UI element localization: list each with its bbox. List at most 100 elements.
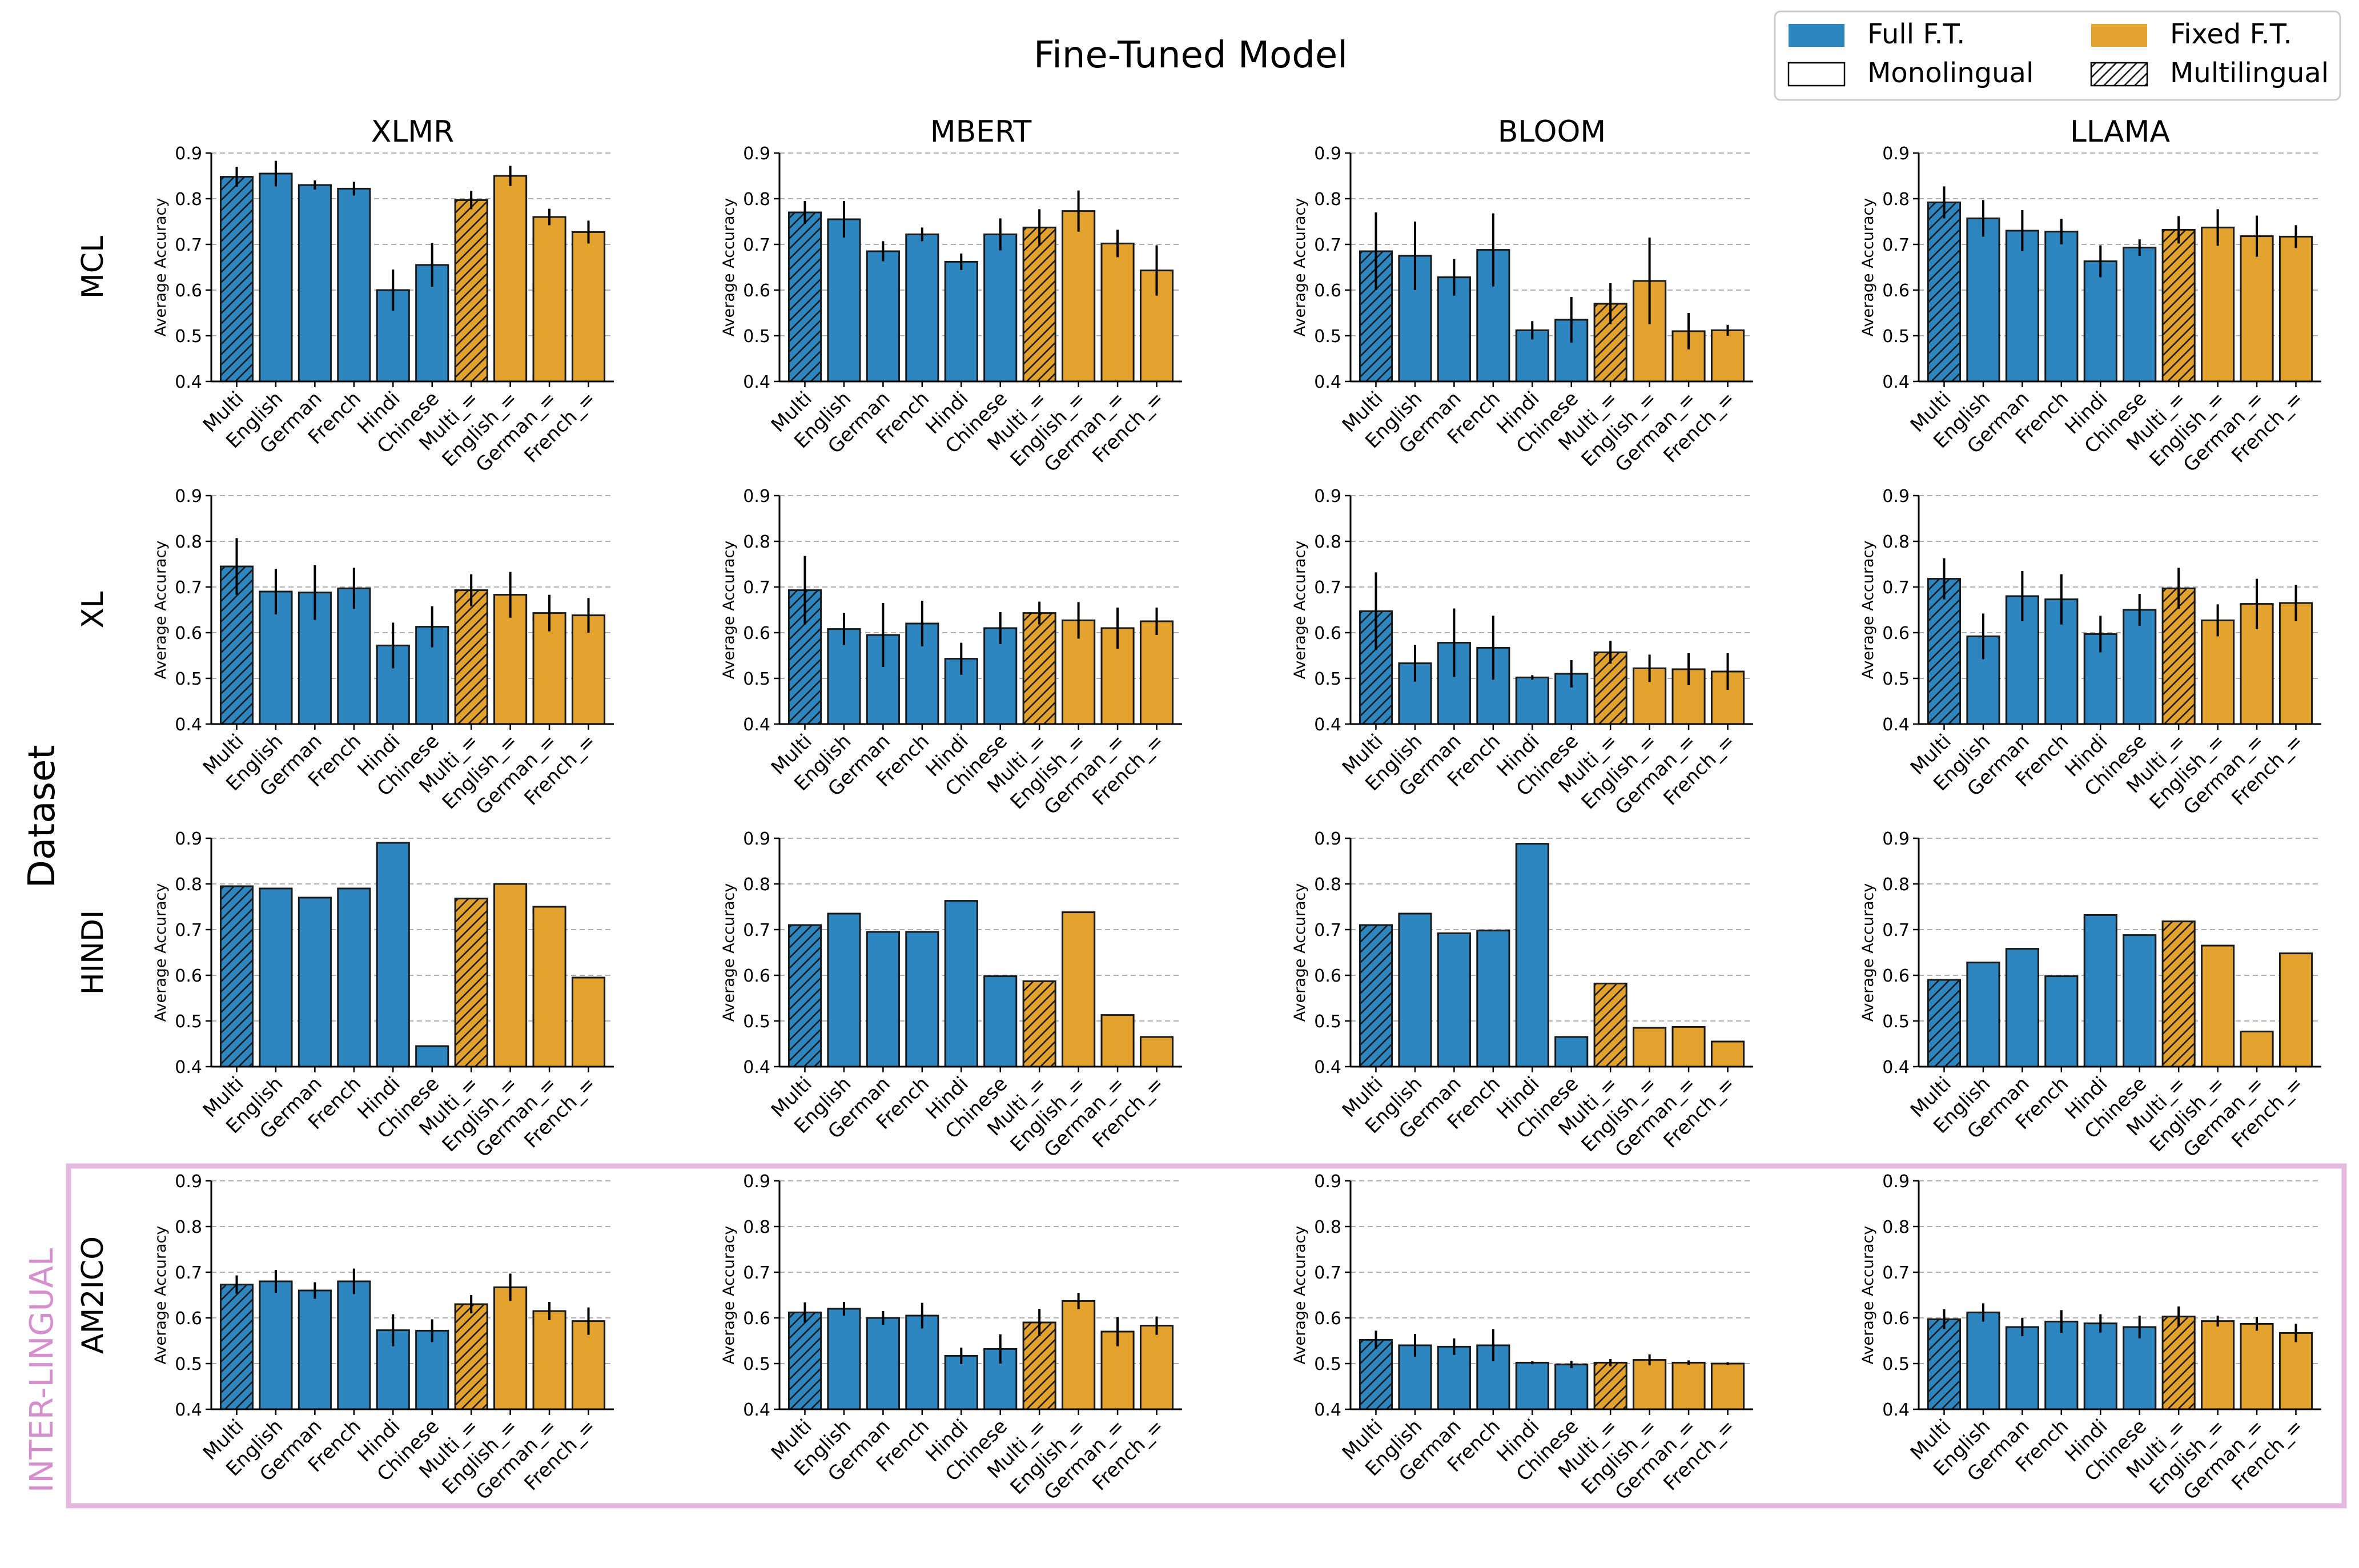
bar-german-fixed	[1100, 627, 1135, 725]
y-tick-label: 0.7	[175, 578, 202, 598]
bar-english	[259, 1280, 293, 1410]
y-tick-label: 0.8	[743, 1217, 770, 1237]
bar-hatch	[789, 1312, 821, 1409]
bar-english-fixed	[2201, 1320, 2235, 1410]
y-tick-label: 0.5	[1314, 669, 1341, 689]
bar-chinese	[2123, 934, 2157, 1068]
y-tick-label: 0.9	[175, 487, 202, 506]
y-tick-label: 0.6	[175, 281, 202, 301]
y-axis-label: Average Accuracy	[152, 883, 170, 1022]
bar-chinese	[983, 975, 1018, 1068]
y-axis-label: Average Accuracy	[1859, 1226, 1877, 1365]
bar-german	[2005, 948, 2039, 1068]
y-axis-label: Average Accuracy	[152, 541, 170, 680]
legend-label-multilingual: Multilingual	[2170, 57, 2329, 89]
y-axis-label: Average Accuracy	[1859, 541, 1877, 680]
y-tick-label: 0.8	[743, 532, 770, 552]
y-tick-label: 0.4	[175, 1058, 202, 1078]
legend-swatch-fixed	[2091, 24, 2147, 47]
y-tick-label: 0.5	[175, 327, 202, 347]
bar-french-fixed	[1710, 329, 1745, 383]
bar-english-fixed	[1062, 1300, 1096, 1410]
model-title-llama: LLAMA	[2070, 115, 2171, 149]
bar-english	[259, 887, 293, 1068]
y-tick-label: 0.9	[1882, 829, 1910, 849]
bar-chinese	[415, 1045, 449, 1068]
y-tick-label: 0.4	[743, 715, 770, 735]
y-axis-label: Average Accuracy	[1859, 883, 1877, 1022]
y-tick-label: 0.5	[1882, 1012, 1910, 1032]
bar-french	[905, 931, 939, 1068]
bar-hatch	[1594, 983, 1627, 1067]
y-tick-label: 0.7	[1314, 235, 1341, 255]
bar-english-fixed	[1633, 1359, 1667, 1410]
y-tick-label: 0.5	[1882, 669, 1910, 689]
bar-german-fixed	[1100, 1014, 1135, 1068]
y-tick-label: 0.5	[743, 669, 770, 689]
y-tick-label: 0.4	[1314, 1058, 1341, 1078]
bar-hatch	[2163, 1316, 2195, 1409]
model-title-xlmr: XLMR	[371, 115, 455, 149]
y-tick-label: 0.8	[743, 875, 770, 895]
y-tick-label: 0.7	[743, 1263, 770, 1283]
bar-hatch	[1023, 613, 1056, 724]
figure-title: Fine-Tuned Model	[1034, 34, 1348, 77]
bar-english-fixed	[1062, 911, 1096, 1068]
bar-french	[1476, 930, 1510, 1068]
y-axis-label: Average Accuracy	[720, 1226, 738, 1365]
bar-chinese	[2123, 609, 2157, 725]
legend-swatch-full	[1789, 24, 1844, 47]
bar-english	[1398, 912, 1432, 1068]
y-tick-label: 0.6	[1882, 281, 1910, 301]
y-tick-label: 0.5	[743, 1354, 770, 1374]
bar-german	[298, 896, 332, 1068]
bar-german	[866, 250, 900, 383]
bar-german-fixed	[1671, 668, 1706, 725]
y-tick-label: 0.4	[1314, 1400, 1341, 1420]
y-tick-label: 0.6	[743, 281, 770, 301]
bar-hatch	[789, 212, 821, 381]
y-tick-label: 0.5	[1882, 327, 1910, 347]
bar-french-fixed	[2278, 602, 2313, 725]
bar-hatch	[1928, 1319, 1960, 1409]
y-axis-label: Average Accuracy	[1291, 1226, 1309, 1365]
bar-chinese	[2123, 247, 2157, 383]
y-tick-label: 0.9	[743, 829, 770, 849]
dataset-label-mcl: MCL	[76, 236, 110, 299]
dataset-label-xl: XL	[76, 592, 110, 629]
bar-german-fixed	[1100, 242, 1135, 383]
bar-english-fixed	[1633, 1027, 1667, 1068]
bar-english-fixed	[493, 175, 528, 383]
bar-hindi	[2083, 1322, 2117, 1410]
bar-french-fixed	[1710, 1040, 1745, 1068]
y-tick-label: 0.4	[175, 1400, 202, 1420]
legend-label-monolingual: Monolingual	[1867, 57, 2034, 89]
y-axis-label: Average Accuracy	[1291, 198, 1309, 337]
bar-hindi	[944, 900, 978, 1068]
bar-german-fixed	[532, 216, 566, 383]
dataset-label-am2ico: AM2ICO	[76, 1236, 110, 1354]
y-axis-label: Average Accuracy	[152, 1226, 170, 1365]
y-tick-label: 0.6	[1314, 281, 1341, 301]
bar-french	[337, 887, 371, 1068]
y-tick-label: 0.5	[743, 1012, 770, 1032]
y-tick-label: 0.4	[1882, 372, 1910, 392]
y-tick-label: 0.8	[175, 1217, 202, 1237]
y-tick-label: 0.8	[1882, 532, 1910, 552]
bar-german-fixed	[2240, 1322, 2274, 1410]
y-axis-label: Average Accuracy	[720, 883, 738, 1022]
bar-german-fixed	[532, 1310, 566, 1410]
y-tick-label: 0.9	[743, 144, 770, 164]
bar-hatch	[1023, 227, 1056, 381]
bar-hatch	[220, 1284, 253, 1409]
bar-french	[2044, 1320, 2079, 1410]
bar-hatch	[455, 200, 488, 381]
y-tick-label: 0.9	[1314, 144, 1341, 164]
y-tick-label: 0.7	[743, 920, 770, 940]
bar-french	[905, 1314, 939, 1410]
